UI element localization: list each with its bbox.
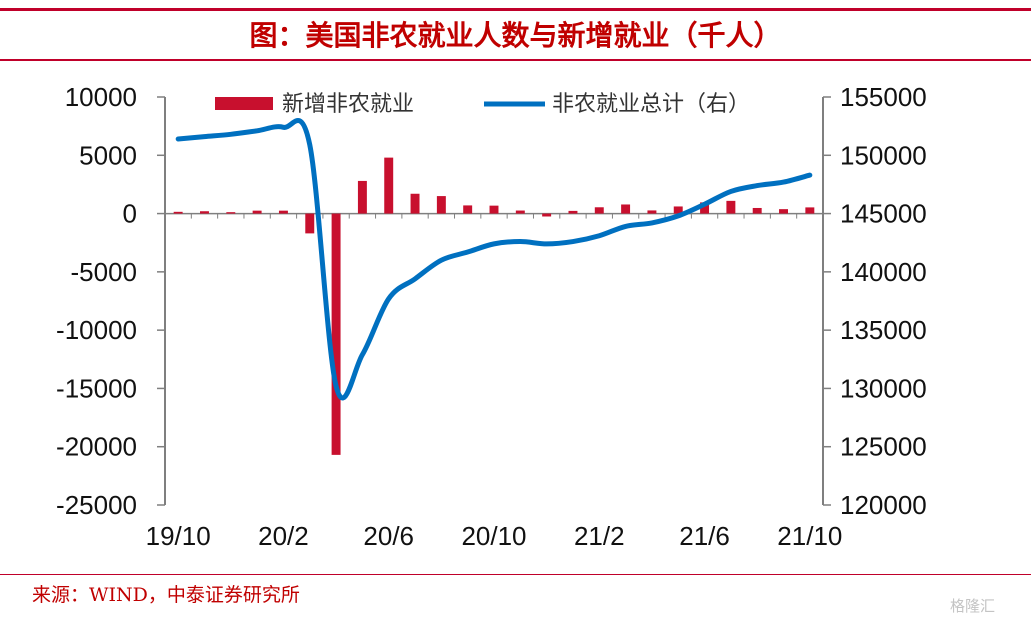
left-tick-label: 5000 <box>79 140 137 170</box>
right-tick-label: 145000 <box>840 199 927 229</box>
legend: 新增非农就业 非农就业总计（右） <box>215 92 750 117</box>
line-series <box>175 118 813 401</box>
legend-label-line: 非农就业总计（右） <box>552 92 750 117</box>
bar <box>173 211 183 214</box>
bar <box>436 196 446 214</box>
right-tick-label: 155000 <box>840 82 927 112</box>
left-tick-label: -5000 <box>71 257 138 287</box>
right-tick-label: 140000 <box>840 257 927 287</box>
right-tick-label: 135000 <box>840 315 927 345</box>
x-tick-label: 21/10 <box>777 521 842 551</box>
right-tick-label: 120000 <box>840 490 927 520</box>
bar <box>200 211 209 214</box>
x-tick-label: 20/2 <box>258 521 309 551</box>
bar <box>621 204 631 214</box>
bar <box>700 202 710 214</box>
total-employment-line <box>175 118 813 401</box>
bar <box>805 207 815 214</box>
bar <box>226 212 236 214</box>
bar <box>410 193 420 214</box>
watermark: 格隆汇 <box>950 597 996 615</box>
chart-title: 图：美国非农就业人数与新增就业（千人） <box>249 19 782 52</box>
bar-series <box>173 157 815 455</box>
x-tick-label: 20/6 <box>363 521 414 551</box>
bottom-rule <box>0 574 1031 575</box>
bar <box>568 210 578 214</box>
bar <box>331 213 341 455</box>
bar <box>779 209 788 214</box>
left-axis-ticks: 10000 5000 0 -5000 -10000 -15000 -20000 -25000 <box>56 82 137 520</box>
left-tick-label: 10000 <box>65 82 137 112</box>
bar <box>463 205 473 214</box>
bar <box>489 205 499 214</box>
x-tick-label: 19/10 <box>146 521 211 551</box>
left-tick-label: -10000 <box>56 315 137 345</box>
bar <box>726 200 736 214</box>
bar <box>305 213 315 234</box>
bar <box>252 210 262 214</box>
right-tick-label: 125000 <box>840 432 927 462</box>
right-tick-label: 150000 <box>840 140 927 170</box>
left-tick-label: -25000 <box>56 490 137 520</box>
bar <box>515 210 525 214</box>
bar <box>278 210 288 214</box>
legend-swatch-bar <box>215 97 273 110</box>
source-note: 来源：WIND，中泰证券研究所 <box>32 584 300 606</box>
bar <box>384 157 394 214</box>
left-tick-label: -15000 <box>56 373 137 403</box>
legend-label-bar: 新增非农就业 <box>282 92 414 117</box>
top-rule <box>0 8 1031 11</box>
bar <box>594 207 604 214</box>
x-tick-label: 21/2 <box>574 521 625 551</box>
x-tick-label: 21/6 <box>679 521 730 551</box>
bar <box>357 180 367 214</box>
title-rule <box>0 59 1031 61</box>
bar <box>647 210 657 214</box>
chart-svg: 1000050000-5000-10000-15000-20000-25000 … <box>56 82 927 551</box>
bar <box>752 207 762 214</box>
chart-axes <box>157 96 831 506</box>
left-tick-label: -20000 <box>56 432 137 462</box>
right-tick-label: 130000 <box>840 373 927 403</box>
x-tick-label: 20/10 <box>461 521 526 551</box>
bar <box>673 206 683 214</box>
bar <box>542 213 552 217</box>
left-tick-label: 0 <box>123 199 137 229</box>
right-axis-ticks: 155000 150000 145000 140000 135000 130000 1250… <box>840 82 927 520</box>
x-axis-ticks: 19/10 20/2 20/6 20/10 21/2 21/6 21/10 <box>146 521 843 551</box>
